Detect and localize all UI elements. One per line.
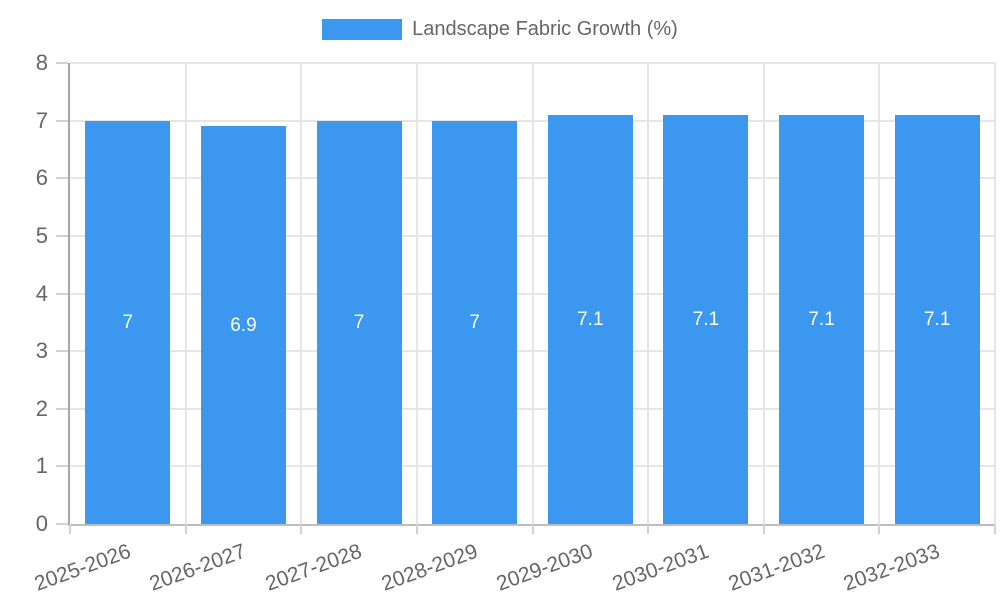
y-tick-label: 7 [35, 107, 48, 133]
x-axis-tick [762, 524, 765, 534]
y-tick-label: 3 [35, 338, 48, 364]
x-axis-tick [878, 524, 881, 534]
bar-value-label: 7.1 [577, 308, 604, 330]
y-axis-tick [56, 62, 68, 64]
plot-area: 7 6.9 7 7 7.1 7.1 7.1 7.1 [56, 62, 996, 534]
bar-value-label: 6.9 [230, 314, 257, 336]
y-axis-tick [56, 407, 68, 410]
bar: 7 [85, 120, 171, 524]
bar-value-label: 7 [469, 311, 480, 333]
x-axis-tick [300, 524, 303, 534]
vertical-gridline [531, 63, 534, 524]
y-axis-tick [56, 350, 68, 353]
vertical-gridline [184, 63, 187, 524]
bar-value-label: 7 [122, 311, 134, 333]
x-axis-tick [69, 524, 71, 534]
vertical-gridline [878, 63, 881, 524]
y-axis-tick [56, 234, 68, 237]
y-tick-label: 5 [35, 222, 48, 248]
vertical-gridline [647, 63, 650, 524]
bar: 7 [316, 120, 402, 524]
y-axis-tick [56, 465, 68, 468]
bar: 7.1 [547, 114, 633, 524]
bar: 6.9 [200, 126, 286, 524]
legend-label: Landscape Fabric Growth (%) [412, 18, 678, 40]
bar: 7.1 [663, 114, 749, 524]
legend-swatch [322, 19, 403, 40]
horizontal-gridline [70, 62, 995, 64]
bar-value-label: 7.1 [692, 308, 720, 330]
bar: 7.1 [894, 114, 980, 524]
bar-value-label: 7.1 [808, 308, 835, 330]
vertical-gridline [415, 63, 418, 524]
bar-value-label: 7 [353, 311, 365, 333]
y-tick-label: 1 [35, 453, 48, 479]
x-axis-tick [531, 524, 534, 534]
y-axis-tick [56, 177, 68, 180]
bar-value-label: 7.1 [923, 308, 951, 330]
y-axis-tick [56, 523, 68, 525]
x-axis-tick [647, 524, 650, 534]
x-axis-tick [184, 524, 187, 534]
legend[interactable]: Landscape Fabric Growth (%) [0, 18, 1000, 41]
x-axis-tick [415, 524, 418, 534]
bar: 7 [432, 120, 518, 524]
y-axis-tick [56, 119, 68, 122]
y-tick-label: 6 [35, 165, 48, 191]
x-axis-tick [994, 524, 996, 534]
bar: 7.1 [779, 114, 865, 524]
y-tick-label: 0 [35, 511, 48, 536]
y-tick-label: 4 [35, 280, 48, 306]
y-tick-label: 8 [35, 50, 48, 75]
y-tick-label: 2 [35, 395, 48, 421]
y-axis-tick [56, 292, 68, 295]
vertical-gridline [762, 63, 765, 524]
vertical-gridline [300, 63, 303, 524]
vertical-gridline [994, 63, 996, 524]
